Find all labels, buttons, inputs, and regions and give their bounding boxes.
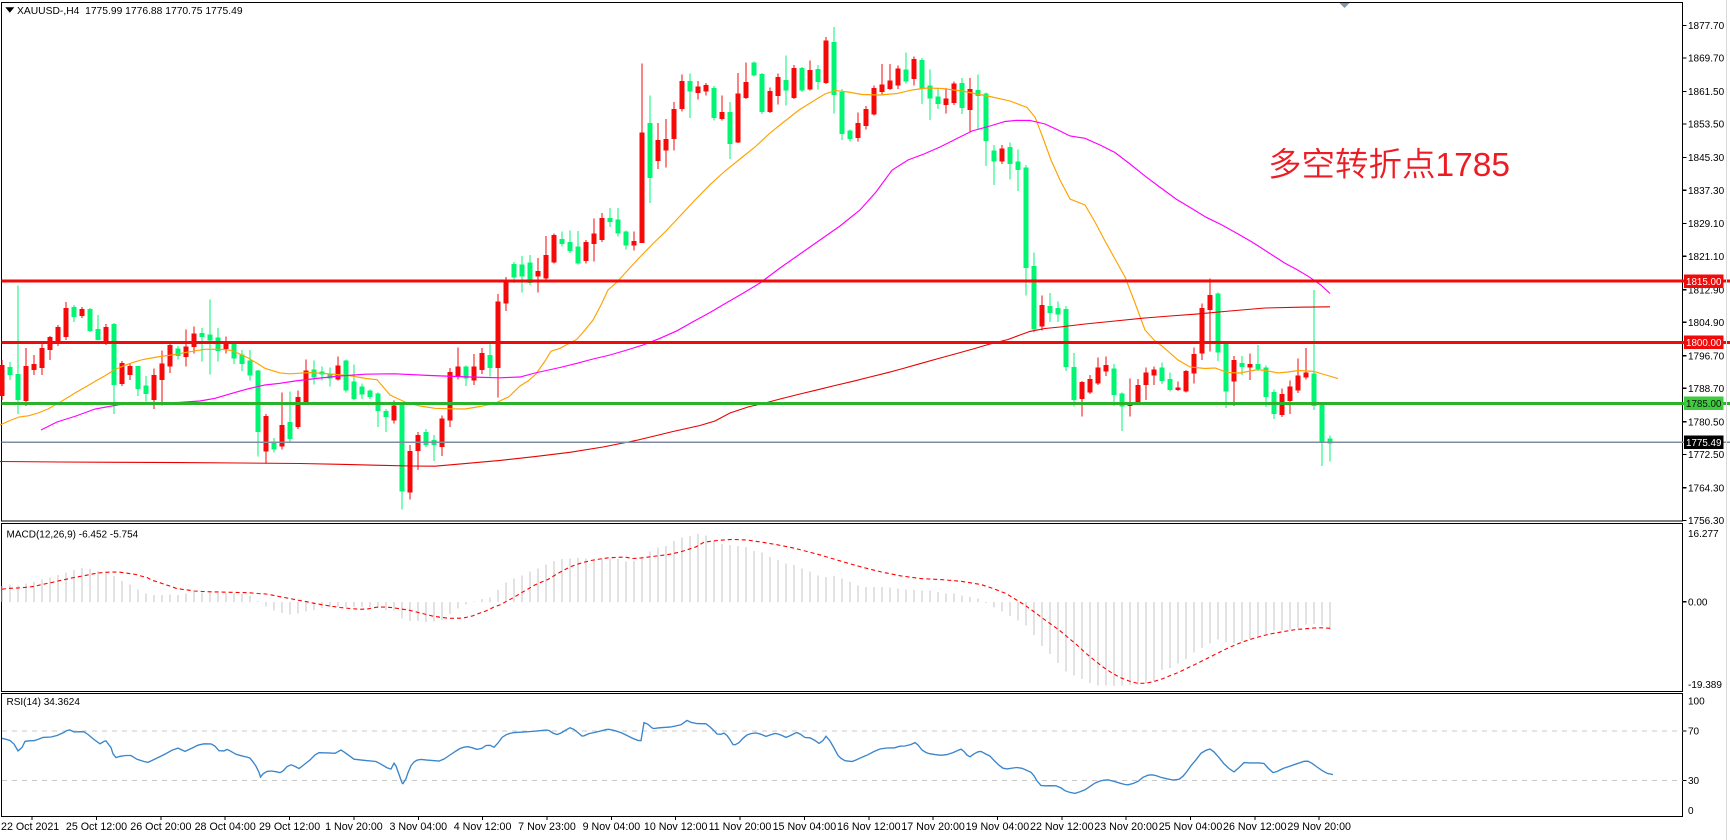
svg-text:19 Nov 04:00: 19 Nov 04:00 [966, 821, 1030, 833]
svg-text:3 Nov 04:00: 3 Nov 04:00 [389, 821, 447, 833]
svg-text:4 Nov 12:00: 4 Nov 12:00 [454, 821, 512, 833]
svg-text:22 Nov 12:00: 22 Nov 12:00 [1030, 821, 1094, 833]
svg-text:1812.90: 1812.90 [1688, 285, 1725, 296]
svg-text:100: 100 [1688, 696, 1705, 707]
svg-text:1788.70: 1788.70 [1688, 384, 1725, 395]
svg-text:9 Nov 04:00: 9 Nov 04:00 [583, 821, 641, 833]
svg-text:1837.30: 1837.30 [1688, 186, 1725, 197]
svg-text:1 Nov 20:00: 1 Nov 20:00 [325, 821, 383, 833]
svg-text:-19.389: -19.389 [1688, 680, 1722, 691]
svg-text:15 Nov 04:00: 15 Nov 04:00 [773, 821, 837, 833]
svg-text:1861.50: 1861.50 [1688, 87, 1725, 98]
svg-text:0.00: 0.00 [1688, 597, 1708, 608]
svg-text:1756.30: 1756.30 [1688, 516, 1725, 527]
svg-text:1869.70: 1869.70 [1688, 54, 1725, 65]
svg-text:1877.70: 1877.70 [1688, 21, 1725, 32]
svg-text:70: 70 [1688, 727, 1700, 738]
svg-text:25 Nov 04:00: 25 Nov 04:00 [1159, 821, 1223, 833]
svg-text:1853.50: 1853.50 [1688, 120, 1725, 131]
svg-text:23 Nov 20:00: 23 Nov 20:00 [1094, 821, 1158, 833]
svg-text:1785.00: 1785.00 [1686, 399, 1722, 410]
svg-text:1764.30: 1764.30 [1688, 483, 1725, 494]
svg-text:1815.00: 1815.00 [1686, 277, 1722, 288]
svg-text:22 Oct 2021: 22 Oct 2021 [1, 821, 59, 833]
svg-text:RSI(14) 34.3624: RSI(14) 34.3624 [7, 697, 81, 708]
svg-text:30: 30 [1688, 776, 1700, 787]
svg-text:1780.50: 1780.50 [1688, 417, 1725, 428]
svg-text:7 Nov 23:00: 7 Nov 23:00 [518, 821, 576, 833]
svg-text:1772.50: 1772.50 [1688, 450, 1725, 461]
svg-text:1821.10: 1821.10 [1688, 252, 1725, 263]
svg-text:1804.90: 1804.90 [1688, 318, 1725, 329]
svg-text:26 Oct 20:00: 26 Oct 20:00 [130, 821, 191, 833]
svg-text:25 Oct 12:00: 25 Oct 12:00 [66, 821, 127, 833]
svg-text:29 Oct 12:00: 29 Oct 12:00 [259, 821, 320, 833]
svg-text:26 Nov 12:00: 26 Nov 12:00 [1223, 821, 1287, 833]
svg-text:16 Nov 12:00: 16 Nov 12:00 [837, 821, 901, 833]
svg-text:1845.30: 1845.30 [1688, 153, 1725, 164]
svg-text:11 Nov 20:00: 11 Nov 20:00 [709, 821, 772, 833]
svg-text:1829.10: 1829.10 [1688, 219, 1725, 230]
svg-text:1775.49: 1775.49 [1686, 438, 1721, 449]
svg-text:XAUUSD-,H4 1775.99 1776.88 17: XAUUSD-,H4 1775.99 1776.88 1770.75 1775.… [17, 6, 243, 17]
svg-text:10 Nov 12:00: 10 Nov 12:00 [644, 821, 708, 833]
svg-text:1796.70: 1796.70 [1688, 351, 1725, 362]
svg-text:1785: 1785 [1436, 147, 1511, 184]
svg-text:29 Nov 20:00: 29 Nov 20:00 [1287, 821, 1351, 833]
svg-text:MACD(12,26,9) -6.452 -5.754: MACD(12,26,9) -6.452 -5.754 [7, 530, 139, 541]
svg-text:17 Nov 20:00: 17 Nov 20:00 [901, 821, 965, 833]
svg-text:16.277: 16.277 [1688, 529, 1719, 540]
svg-text:0: 0 [1688, 806, 1694, 817]
svg-text:1800.00: 1800.00 [1686, 338, 1722, 349]
svg-text:28 Oct 04:00: 28 Oct 04:00 [195, 821, 256, 833]
